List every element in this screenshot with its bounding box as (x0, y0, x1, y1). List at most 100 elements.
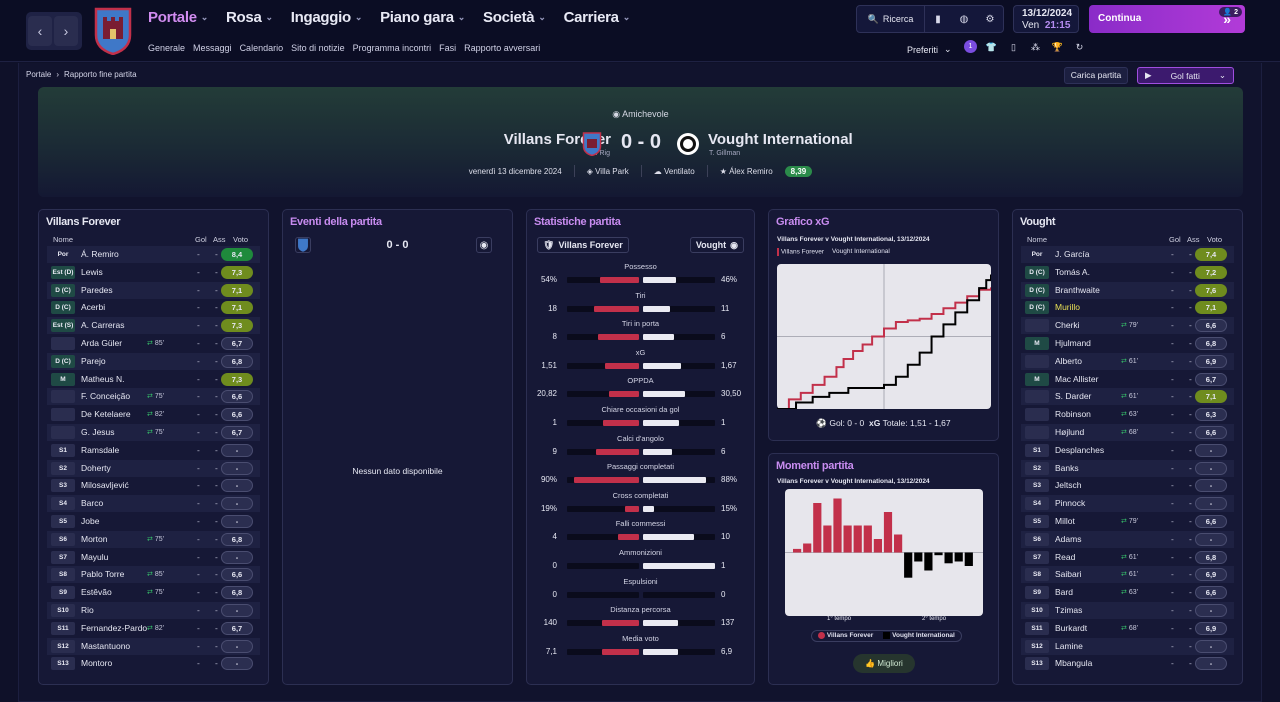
shirt-icon[interactable]: 👕 (985, 42, 998, 52)
trophy-icon[interactable]: 🏆 (1051, 42, 1064, 52)
player-name[interactable]: Bard (1055, 587, 1073, 598)
player-row[interactable]: S2 Doherty - - - (47, 459, 260, 477)
player-name[interactable]: Saibari (1055, 569, 1082, 580)
player-name[interactable]: Jobe (81, 516, 100, 526)
player-name[interactable]: Banks (1055, 462, 1079, 473)
player-row[interactable]: Por Á. Remiro - -8,4 (47, 246, 260, 263)
player-name[interactable]: De Ketelaere (81, 409, 131, 420)
player-name[interactable]: Pinnock (1055, 498, 1086, 509)
player-row[interactable]: S8 Pablo Torre ⇄ 85' - -6,6 (47, 566, 260, 584)
player-row[interactable]: Højlund ⇄ 68' - -6,6 (1021, 424, 1234, 441)
player-name[interactable]: Lewis (81, 266, 103, 277)
player-row[interactable]: D (C) Branthwaite - -7,6 (1021, 281, 1234, 299)
player-row[interactable]: S13 Montoro - - - (47, 655, 260, 672)
player-row[interactable]: S5 Millot ⇄ 79' - -6,6 (1021, 513, 1234, 530)
player-row[interactable]: Est (D) Lewis - -7,3 (47, 264, 260, 281)
player-row[interactable]: D (C) Murillo - -7,1 (1021, 299, 1234, 316)
player-name[interactable]: Doherty (81, 462, 111, 473)
refresh-icon[interactable]: ↻ (1075, 42, 1084, 52)
player-row[interactable]: S4 Pinnock - - - (1021, 495, 1234, 513)
player-row[interactable]: M Matheus N. - -7,3 (47, 371, 260, 388)
player-row[interactable]: S13 Mbangula - - - (1021, 655, 1234, 672)
subnav-item-6[interactable]: Rapporto avversari (464, 43, 541, 53)
document-icon[interactable]: ▯ (1011, 42, 1016, 52)
goals-dropdown[interactable]: ▶ Gol fatti ⌄ (1137, 67, 1234, 84)
player-row[interactable]: S6 Morton ⇄ 75' - -6,8 (47, 530, 260, 548)
player-name[interactable]: Murillo (1055, 302, 1081, 313)
globe-icon[interactable]: ◍ (959, 13, 969, 25)
player-name[interactable]: S. Darder (1055, 391, 1092, 402)
player-name[interactable]: Alberto (1055, 355, 1082, 366)
player-name[interactable]: Morton (81, 533, 108, 544)
player-name[interactable]: Mbangula (1055, 658, 1093, 669)
player-name[interactable]: Á. Remiro (81, 249, 119, 259)
breadcrumb-root[interactable]: Portale (26, 70, 52, 79)
player-name[interactable]: Robinson (1055, 409, 1091, 420)
player-row[interactable]: S8 Saibari ⇄ 61' - -6,9 (1021, 566, 1234, 584)
tactics-icon[interactable]: ⁂ (1031, 42, 1040, 52)
best-button[interactable]: 👍 Migliori (853, 654, 915, 673)
player-row[interactable]: D (C) Tomás A. - -7,2 (1021, 264, 1234, 281)
player-name[interactable]: Branthwaite (1055, 284, 1100, 295)
nav-item-4[interactable]: Società ⌄ (483, 9, 546, 26)
player-row[interactable]: S5 Jobe - - - (47, 513, 260, 530)
player-row[interactable]: S. Darder ⇄ 61' - -7,1 (1021, 388, 1234, 406)
player-name[interactable]: Højlund (1055, 427, 1085, 437)
player-row[interactable]: S1 Ramsdale - - - (47, 442, 260, 459)
player-row[interactable]: Por J. García - -7,4 (1021, 246, 1234, 263)
continue-button[interactable]: Continua » 👤 2 (1089, 5, 1245, 33)
player-row[interactable]: S9 Estêvão ⇄ 75' - -6,8 (47, 584, 260, 601)
player-name[interactable]: Burkardt (1055, 622, 1088, 633)
player-name[interactable]: Parejo (81, 355, 106, 366)
player-name[interactable]: Desplanches (1055, 444, 1105, 455)
player-row[interactable]: S2 Banks - - - (1021, 459, 1234, 477)
player-name[interactable]: A. Carreras (81, 320, 125, 331)
player-name[interactable]: Mac Allister (1055, 373, 1099, 384)
player-row[interactable]: Cherki ⇄ 79' - -6,6 (1021, 317, 1234, 335)
player-name[interactable]: Mastantuono (81, 640, 131, 651)
player-row[interactable]: D (C) Acerbi - -7,1 (47, 299, 260, 316)
player-row[interactable]: S11 Fernandez-Pardo ⇄ 82' - -6,7 (47, 620, 260, 637)
player-name[interactable]: J. García (1055, 249, 1090, 259)
nav-item-1[interactable]: Rosa ⌄ (226, 9, 273, 26)
load-match-button[interactable]: Carica partita (1064, 67, 1128, 84)
subnav-item-2[interactable]: Calendario (239, 43, 284, 53)
nav-item-3[interactable]: Piano gara ⌄ (380, 9, 465, 26)
player-name[interactable]: Tzimas (1055, 605, 1083, 615)
player-row[interactable]: S1 Desplanches - - - (1021, 442, 1234, 459)
club-crest-icon[interactable] (94, 7, 132, 55)
subnav-item-4[interactable]: Programma incontri (352, 43, 432, 53)
player-name[interactable]: Rio (81, 605, 94, 615)
player-row[interactable]: Est (S) A. Carreras - -7,3 (47, 317, 260, 335)
player-row[interactable]: M Hjulmand - -6,8 (1021, 335, 1234, 352)
back-button[interactable]: ‹ (28, 16, 52, 46)
player-name[interactable]: Estêvão (81, 587, 112, 598)
player-row[interactable]: S4 Barco - - - (47, 495, 260, 513)
player-name[interactable]: Milosavljević (81, 480, 129, 491)
player-of-match[interactable]: ★ Álex Remiro (719, 166, 773, 176)
subnav-item-5[interactable]: Fasi (439, 43, 457, 53)
player-row[interactable]: S9 Bard ⇄ 63' - -6,6 (1021, 584, 1234, 601)
player-name[interactable]: Read (1055, 551, 1076, 562)
player-name[interactable]: Paredes (81, 284, 113, 295)
player-name[interactable]: Montoro (81, 658, 113, 669)
gear-icon[interactable]: ⚙ (985, 13, 995, 25)
player-name[interactable]: Matheus N. (81, 373, 125, 384)
player-name[interactable]: Lamine (1055, 640, 1083, 651)
player-name[interactable]: F. Conceição (81, 391, 131, 402)
player-name[interactable]: Tomás A. (1055, 266, 1090, 277)
notes-icon[interactable]: ▮ (935, 13, 941, 25)
player-row[interactable]: Alberto ⇄ 61' - -6,9 (1021, 352, 1234, 370)
player-row[interactable]: Arda Güler ⇄ 85' - -6,7 (47, 335, 260, 352)
player-row[interactable]: D (C) Parejo - -6,8 (47, 352, 260, 370)
player-row[interactable]: S3 Jeltsch - - - (1021, 477, 1234, 494)
date-box[interactable]: 13/12/2024 Ven 21:15 (1013, 5, 1079, 33)
player-name[interactable]: Pablo Torre (81, 569, 125, 580)
player-row[interactable]: S11 Burkardt ⇄ 68' - -6,9 (1021, 620, 1234, 637)
player-name[interactable]: Barco (81, 498, 104, 509)
player-row[interactable]: S12 Lamine - - - (1021, 637, 1234, 655)
nav-item-0[interactable]: Portale ⌄ (148, 9, 208, 26)
player-name[interactable]: Fernandez-Pardo (81, 622, 148, 633)
player-row[interactable]: G. Jesus ⇄ 75' - -6,7 (47, 424, 260, 441)
player-row[interactable]: S6 Adams - - - (1021, 530, 1234, 548)
